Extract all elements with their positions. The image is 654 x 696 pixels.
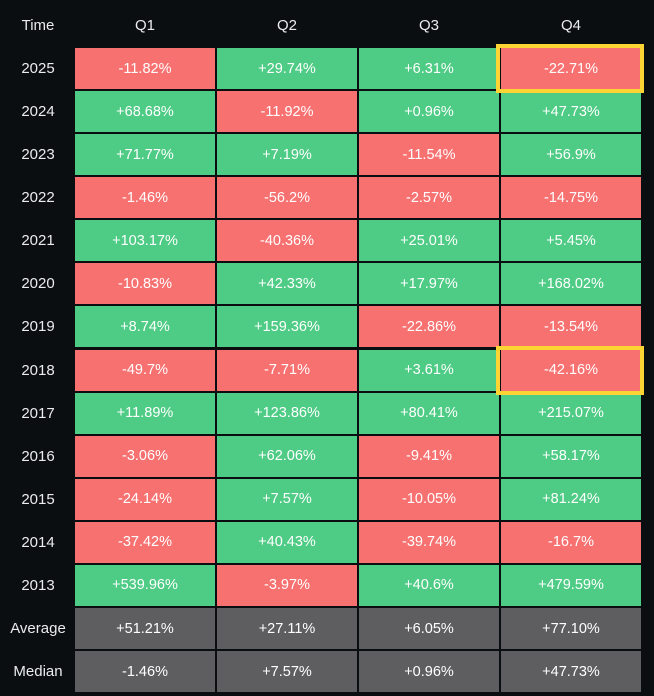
cell-2022-q4: -14.75% xyxy=(501,177,641,219)
cell-2025-q4: -22.71% xyxy=(501,48,641,89)
row-label-2021: 2021 xyxy=(21,232,55,250)
cell-2016-q2: +62.06% xyxy=(217,435,357,477)
time-header: Time xyxy=(21,16,55,34)
cell-2019-q4: -13.54% xyxy=(501,306,641,348)
cell-2016-q1: -3.06% xyxy=(75,435,215,477)
cell-2023-q3: -11.54% xyxy=(359,134,499,176)
cell-2019-q3: -22.86% xyxy=(359,306,499,348)
cell-2018-q4: -42.16% xyxy=(501,349,641,391)
row-label-2014: 2014 xyxy=(21,533,55,551)
row-label-2018: 2018 xyxy=(21,361,55,379)
cell-2019-q1: +8.74% xyxy=(75,306,215,348)
cell-2020-q1: -10.83% xyxy=(75,263,215,305)
cell-2018-q1: -49.7% xyxy=(75,349,215,391)
cell-2015-q2: +7.57% xyxy=(217,478,357,520)
cell-2021-q1: +103.17% xyxy=(75,220,215,262)
cell-2024-q3: +0.96% xyxy=(359,91,499,133)
cell-2024-q1: +68.68% xyxy=(75,91,215,133)
cell-2022-q2: -56.2% xyxy=(217,177,357,219)
row-label-2025: 2025 xyxy=(21,60,55,77)
cell-2021-q2: -40.36% xyxy=(217,220,357,262)
row-label-2024: 2024 xyxy=(21,103,55,121)
cell-2014-q4: -16.7% xyxy=(501,521,641,563)
cell-2017-q4: +215.07% xyxy=(501,392,641,434)
cell-median-q1: -1.46% xyxy=(75,651,215,693)
cell-2014-q1: -37.42% xyxy=(75,521,215,563)
cell-2017-q2: +123.86% xyxy=(217,392,357,434)
cell-2021-q3: +25.01% xyxy=(359,220,499,262)
cell-2023-q4: +56.9% xyxy=(501,134,641,176)
cell-2018-q3: +3.61% xyxy=(359,349,499,391)
row-label-2022: 2022 xyxy=(21,189,55,207)
row-label-2015: 2015 xyxy=(21,490,55,508)
cell-2013-q3: +40.6% xyxy=(359,564,499,606)
column-header-q4: Q4 xyxy=(560,16,581,34)
row-label-average: Average xyxy=(10,620,66,638)
row-label-2013: 2013 xyxy=(21,576,55,594)
cell-2017-q1: +11.89% xyxy=(75,392,215,434)
cell-2019-q2: +159.36% xyxy=(217,306,357,348)
cell-2018-q2: -7.71% xyxy=(217,349,357,391)
cell-average-q1: +51.21% xyxy=(75,608,215,650)
row-label-2019: 2019 xyxy=(21,318,55,336)
row-label-2020: 2020 xyxy=(21,275,55,293)
cell-2013-q1: +539.96% xyxy=(75,564,215,606)
column-header-q2: Q2 xyxy=(276,16,297,34)
cell-2020-q2: +42.33% xyxy=(217,263,357,305)
cell-2014-q3: -39.74% xyxy=(359,521,499,563)
row-label-2017: 2017 xyxy=(21,404,55,422)
cell-average-q3: +6.05% xyxy=(359,608,499,650)
cell-2025-q3: +6.31% xyxy=(359,48,499,89)
cell-2016-q4: +58.17% xyxy=(501,435,641,477)
cell-2025-q2: +29.74% xyxy=(217,48,357,89)
cell-2015-q4: +81.24% xyxy=(501,478,641,520)
cell-2017-q3: +80.41% xyxy=(359,392,499,434)
cell-2022-q1: -1.46% xyxy=(75,177,215,219)
cell-2025-q1: -11.82% xyxy=(75,48,215,89)
cell-average-q4: +77.10% xyxy=(501,608,641,650)
cell-2024-q2: -11.92% xyxy=(217,91,357,133)
cell-2023-q1: +71.77% xyxy=(75,134,215,176)
cell-median-q2: +7.57% xyxy=(217,651,357,693)
cell-2023-q2: +7.19% xyxy=(217,134,357,176)
cell-median-q3: +0.96% xyxy=(359,651,499,693)
cell-2016-q3: -9.41% xyxy=(359,435,499,477)
cell-2014-q2: +40.43% xyxy=(217,521,357,563)
cell-2022-q3: -2.57% xyxy=(359,177,499,219)
cell-2013-q2: -3.97% xyxy=(217,564,357,606)
column-header-q3: Q3 xyxy=(418,16,439,34)
cell-average-q2: +27.11% xyxy=(217,608,357,650)
cell-2013-q4: +479.59% xyxy=(501,564,641,606)
cell-median-q4: +47.73% xyxy=(501,651,641,693)
row-label-2023: 2023 xyxy=(21,146,55,164)
cell-2024-q4: +47.73% xyxy=(501,91,641,133)
column-header-q1: Q1 xyxy=(134,16,155,34)
cell-2015-q1: -24.14% xyxy=(75,478,215,520)
row-label-median: Median xyxy=(13,663,63,681)
cell-2015-q3: -10.05% xyxy=(359,478,499,520)
cell-2020-q4: +168.02% xyxy=(501,263,641,305)
row-label-2016: 2016 xyxy=(21,447,55,465)
cell-2021-q4: +5.45% xyxy=(501,220,641,262)
cell-2020-q3: +17.97% xyxy=(359,263,499,305)
